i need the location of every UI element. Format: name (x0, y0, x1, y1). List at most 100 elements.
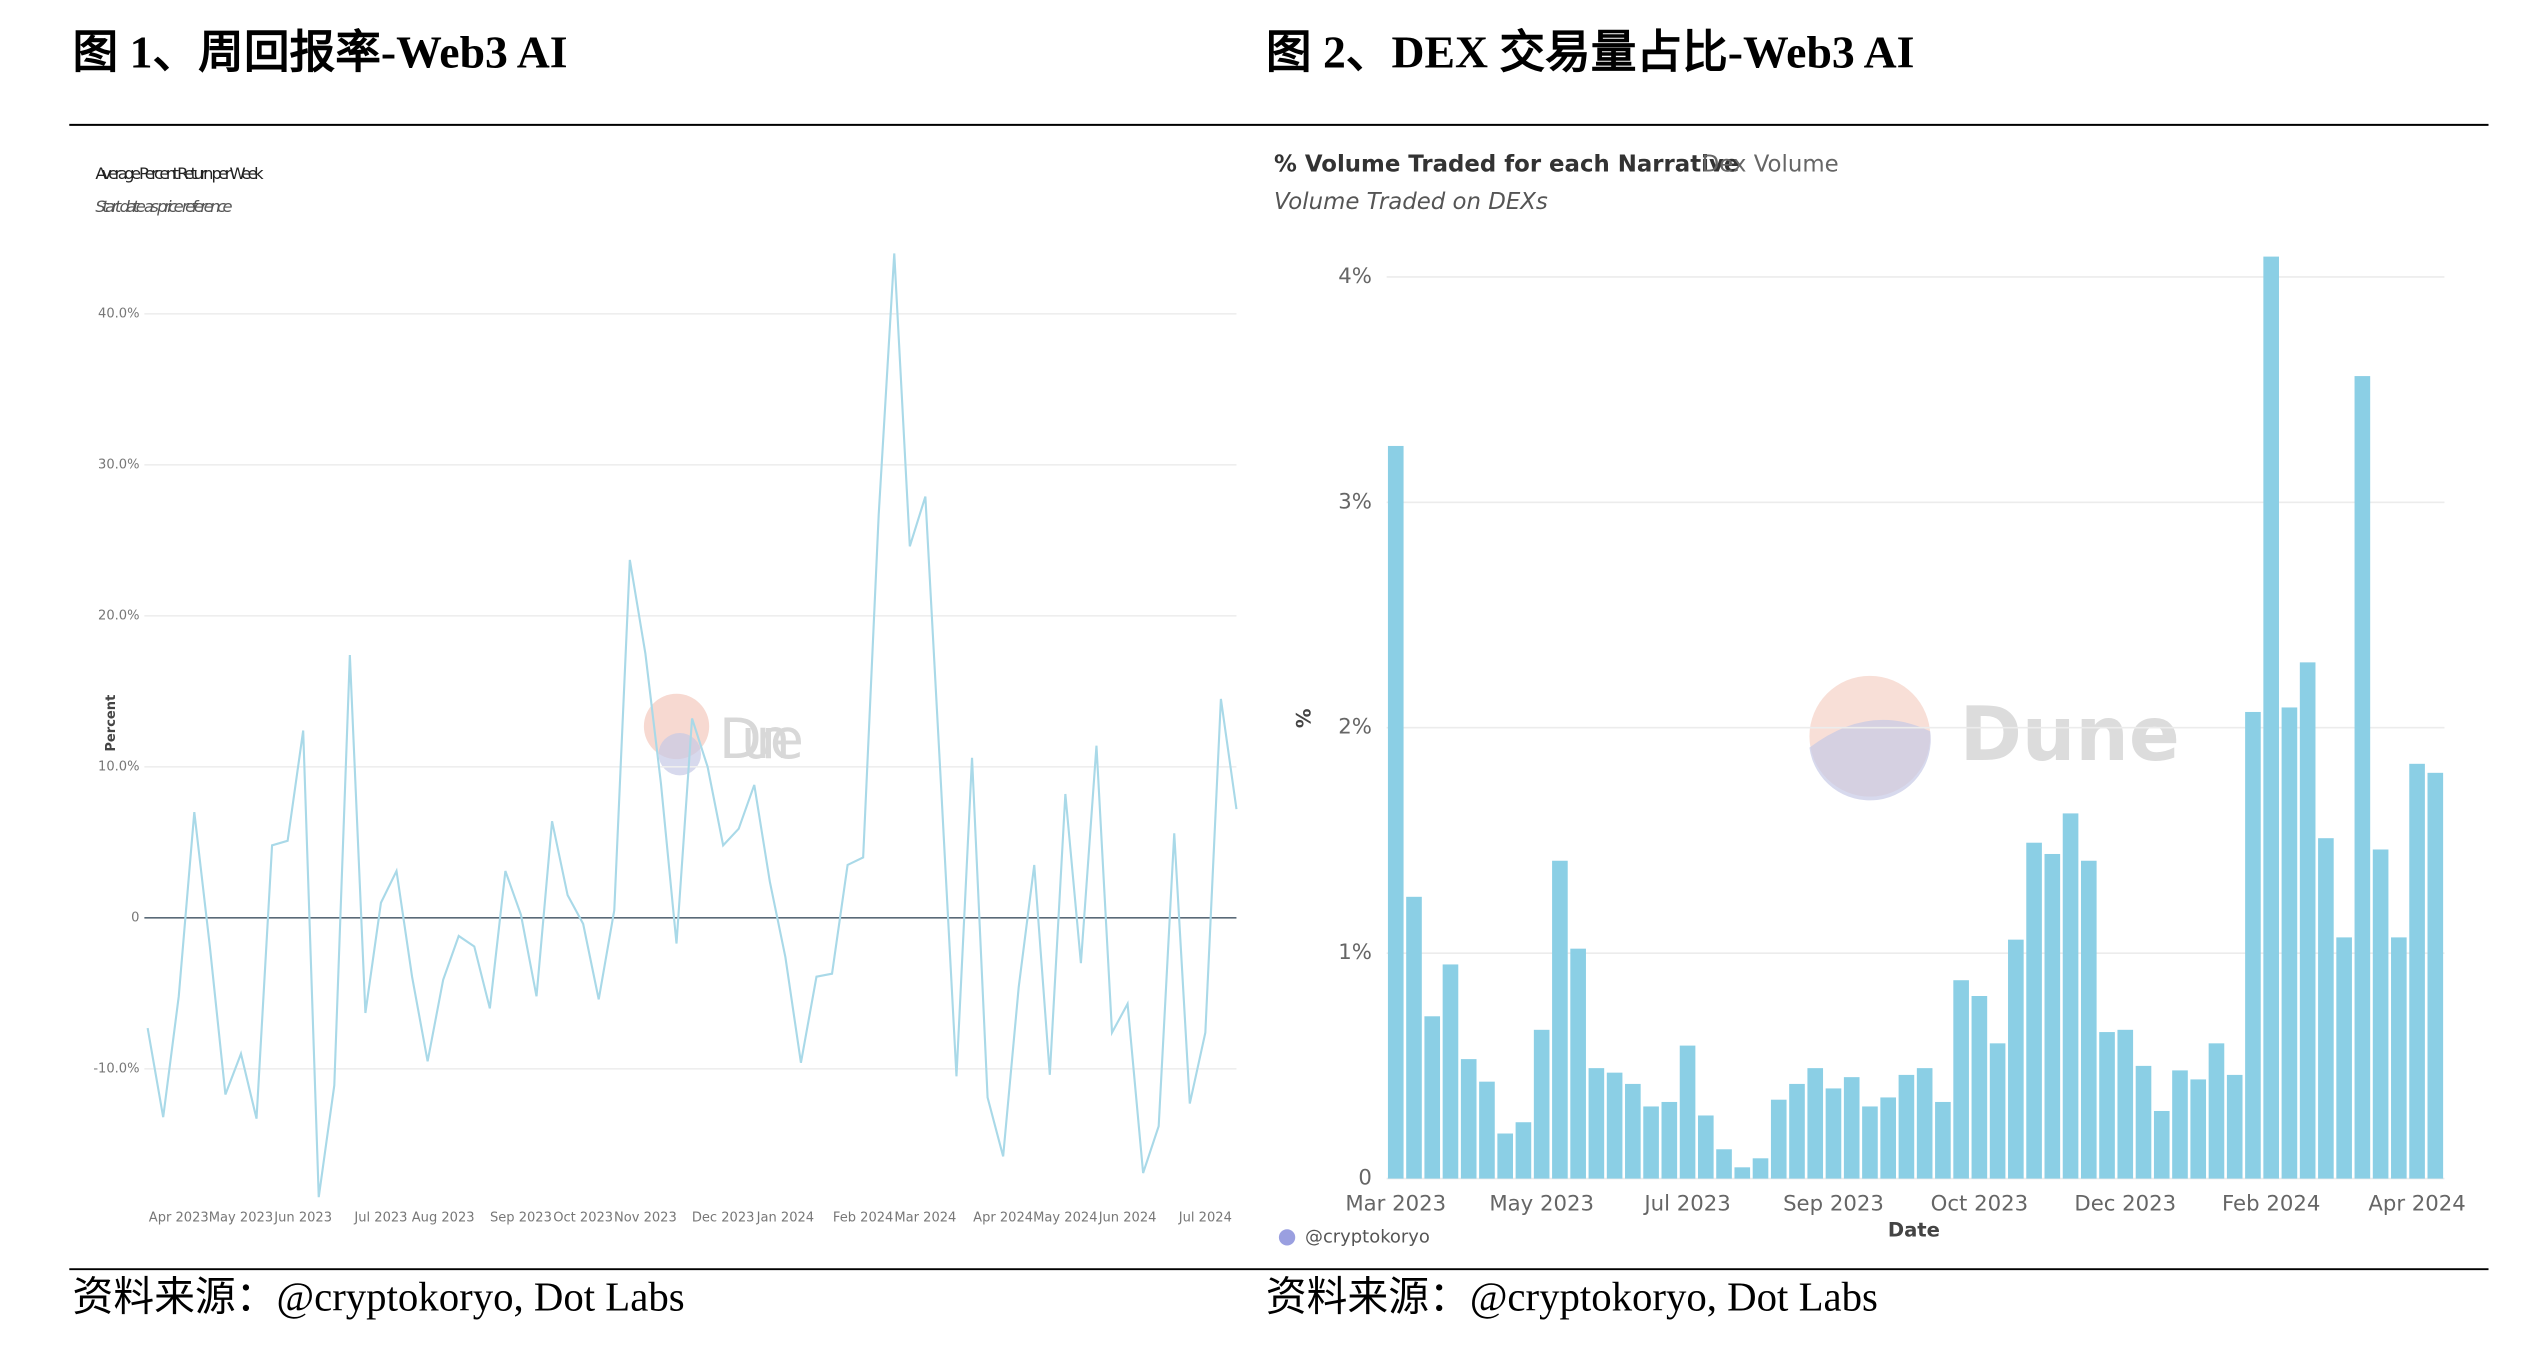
bar (2190, 1079, 2207, 1179)
x-tick-label: Jul 2024 (1178, 1210, 1232, 1225)
x-tick-label: Oct 2023 (1931, 1192, 2028, 1217)
bar (2263, 256, 2279, 1179)
x-tick-label: Feb 2024 (2222, 1192, 2320, 1217)
bar (1497, 1133, 1513, 1179)
bar (1989, 1043, 2006, 1179)
x-tick-label: Oct 2023 (553, 1210, 613, 1225)
bar (1843, 1077, 1860, 1179)
y-tick-label: 2% (1338, 715, 1372, 740)
y-tick-label: 30.0% (98, 457, 139, 472)
x-tick-label: Feb 2024 (833, 1210, 893, 1225)
bar (2409, 763, 2425, 1179)
x-tick-label: Dec 2023 (692, 1210, 755, 1225)
y-tick-label: 1% (1338, 940, 1372, 965)
bar (1807, 1068, 1824, 1179)
y-tick-label: 40.0% (98, 306, 139, 321)
bar (1387, 445, 1404, 1179)
bar (1734, 1167, 1751, 1179)
bar (1661, 1101, 1678, 1179)
bar (1953, 980, 1969, 1179)
y-tick-label: 3% (1338, 489, 1372, 514)
y-tick-label: 10.0% (98, 759, 139, 774)
bar (1570, 948, 1586, 1179)
bar (1460, 1059, 1477, 1179)
source: 资料来源：@cryptokoryo, Dot Labs (1266, 1274, 1878, 1319)
watermark-logo (658, 732, 702, 776)
bar (1406, 896, 1422, 1179)
bar (1916, 1068, 1933, 1179)
bar (1770, 1099, 1787, 1179)
y-axis-label: Percent (104, 695, 119, 752)
x-tick-label: Jan 2024 (756, 1210, 814, 1225)
bar (1515, 1122, 1532, 1179)
bar (2135, 1065, 2152, 1179)
bar (1424, 1016, 1441, 1179)
watermark: Dune (719, 707, 804, 772)
x-tick-label: Apr 2024 (973, 1210, 1033, 1225)
y-tick-label: 0 (1358, 1166, 1372, 1191)
x-tick-label: Nov 2023 (614, 1210, 677, 1225)
bar (2226, 1074, 2243, 1179)
x-tick-label: Aug 2023 (412, 1210, 475, 1225)
chart-tab[interactable]: Dex Volume (1702, 151, 1839, 177)
x-tick-label: Mar 2023 (1345, 1192, 1446, 1217)
y-tick-label: -10.0% (93, 1061, 139, 1076)
x-tick-label: Mar 2024 (894, 1210, 956, 1225)
bar (1533, 1029, 1550, 1179)
bar (1552, 860, 1568, 1179)
bar (2281, 707, 2298, 1179)
bar (2026, 842, 2042, 1179)
bar (1442, 964, 1459, 1179)
x-tick-label: Apr 2023 (149, 1210, 209, 1225)
chart-title: % Volume Traded for each Narrative (1274, 151, 1739, 177)
x-tick-label: May 2023 (209, 1210, 273, 1225)
bar (2391, 937, 2407, 1179)
bar (2372, 849, 2389, 1179)
credit-icon (1278, 1229, 1296, 1246)
watermark: Dune (1960, 690, 2180, 778)
x-tick-label: May 2024 (1033, 1210, 1097, 1225)
chart-subtitle: Start date as price reference (95, 197, 232, 216)
bar (2062, 813, 2079, 1179)
x-tick-label: Jul 2023 (1642, 1192, 1730, 1217)
bar (1606, 1072, 1623, 1179)
y-tick-label: 20.0% (98, 608, 139, 623)
x-tick-label: Jun 2024 (1098, 1210, 1157, 1225)
x-tick-label: Dec 2023 (2074, 1192, 2176, 1217)
bar (1716, 1149, 1732, 1179)
bar (2318, 838, 2334, 1179)
x-tick-label: Apr 2024 (2368, 1192, 2465, 1217)
bar (2427, 772, 2444, 1179)
bar (1752, 1158, 1769, 1179)
bar (2208, 1043, 2225, 1179)
x-tick-label: Jul 2023 (353, 1210, 407, 1225)
figure-caption: 图 1、周回报率-Web3 AI (73, 27, 568, 78)
x-axis-label: Date (1888, 1218, 1940, 1241)
bar (1898, 1074, 1915, 1179)
bar (2153, 1110, 2170, 1179)
bar (1789, 1083, 1805, 1179)
bar (2117, 1029, 2134, 1179)
watermark-logo (1809, 719, 1931, 801)
x-tick-label: Jun 2023 (273, 1210, 332, 1225)
bar (2172, 1070, 2188, 1179)
bar (1679, 1045, 1696, 1179)
bar (1935, 1101, 1951, 1179)
y-tick-label: 0 (131, 910, 139, 925)
bar (2354, 376, 2371, 1179)
bar (2336, 937, 2352, 1179)
credit: @cryptokoryo (1305, 1226, 1430, 1247)
x-tick-label: May 2023 (1489, 1192, 1594, 1217)
bar (2044, 853, 2061, 1179)
bar (1643, 1106, 1659, 1179)
y-axis-label: % (1293, 708, 1316, 728)
bar (1825, 1088, 1842, 1179)
bar (2299, 662, 2316, 1179)
bar (2245, 711, 2261, 1179)
chart-subtitle: Volume Traded on DEXs (1274, 189, 1548, 215)
bar (2008, 939, 2024, 1179)
bar (1971, 996, 1988, 1179)
x-tick-label: Sep 2023 (490, 1210, 552, 1225)
bar (1880, 1097, 1896, 1179)
